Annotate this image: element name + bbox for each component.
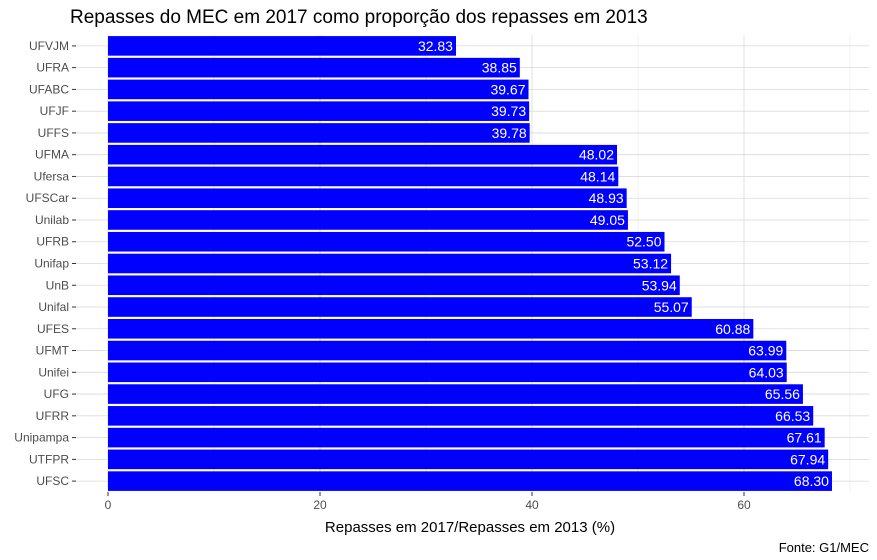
chart-caption: Fonte: G1/MEC <box>779 540 869 555</box>
value-label: 67.94 <box>790 451 825 467</box>
value-label: 39.78 <box>492 125 527 141</box>
value-label: 48.93 <box>589 190 624 206</box>
bar-ufg <box>108 384 803 404</box>
value-label: 49.05 <box>590 212 625 228</box>
category-label: UFFS <box>38 126 69 140</box>
category-label: UFRA <box>36 61 69 75</box>
value-label: 60.88 <box>715 321 750 337</box>
category-labels: UFVJM UFRA UFABC UFJF UFFS UFMA Ufersa UFSCar Un… <box>14 39 76 488</box>
value-label: 67.61 <box>787 430 822 446</box>
category-label: Unilab <box>35 213 69 227</box>
value-label: 68.30 <box>794 473 829 489</box>
x-axis-ticks: 0 20 40 60 <box>105 492 751 512</box>
x-tick-label: 0 <box>105 498 112 512</box>
value-label: 39.73 <box>491 103 526 119</box>
value-label: 32.83 <box>418 38 453 54</box>
bar-ufsc <box>108 471 832 491</box>
bar-utfpr <box>108 449 829 470</box>
value-label: 65.56 <box>765 386 800 402</box>
bar-ufabc <box>108 79 529 100</box>
x-tick-label: 20 <box>313 498 327 512</box>
bars <box>108 36 832 491</box>
value-label: 48.02 <box>579 147 614 163</box>
value-label: 48.14 <box>580 168 615 184</box>
category-label: UFG <box>44 387 69 401</box>
category-label: Unifap <box>34 257 69 271</box>
bar-ufjf <box>108 101 530 121</box>
bar-ufra <box>108 57 520 78</box>
bar-ufes <box>108 318 754 339</box>
value-label: 53.12 <box>633 256 668 272</box>
value-label: 39.67 <box>490 81 525 97</box>
bar-ufma <box>108 144 618 165</box>
category-label: Unifei <box>38 365 69 379</box>
bar-ufvjm <box>108 36 456 56</box>
value-label: 63.99 <box>748 343 783 359</box>
x-tick-label: 60 <box>737 498 751 512</box>
category-label: UFRR <box>36 409 70 423</box>
bar-ufscar <box>108 188 627 209</box>
value-label: 64.03 <box>749 364 784 380</box>
chart-title: Repasses do MEC em 2017 como proporção d… <box>70 7 648 28</box>
category-label: UFSCar <box>26 191 69 205</box>
bar-ufersa <box>108 166 619 187</box>
category-label: UTFPR <box>29 452 69 466</box>
value-label: 66.53 <box>775 408 810 424</box>
category-label: UFVJM <box>29 39 69 53</box>
bar-ufrb <box>108 231 665 252</box>
category-label: UFES <box>37 322 69 336</box>
bar-unipampa <box>108 427 825 448</box>
bar-ufmt <box>108 340 787 361</box>
category-label: Unifal <box>38 300 69 314</box>
bar-uffs <box>108 123 530 143</box>
category-label: UFSC <box>36 474 69 488</box>
category-label: UFMT <box>36 344 70 358</box>
bar-unilab <box>108 210 628 230</box>
category-label: UFRB <box>36 235 69 249</box>
category-label: UFJF <box>40 104 69 118</box>
x-axis-label: Repasses em 2017/Repasses em 2013 (%) <box>325 519 615 536</box>
value-label: 53.94 <box>642 277 677 293</box>
category-label: UFABC <box>29 82 69 96</box>
bar-unifap <box>108 253 672 274</box>
value-labels: 32.83 38.85 39.67 39.73 39.78 48.02 48.14 48.93… <box>418 38 829 489</box>
x-tick-label: 40 <box>525 498 539 512</box>
category-label: Ufersa <box>34 169 70 183</box>
value-label: 55.07 <box>654 299 689 315</box>
category-label: UFMA <box>35 148 69 162</box>
value-label: 52.50 <box>626 234 661 250</box>
category-label: UnB <box>46 278 69 292</box>
bar-unifei <box>108 362 787 383</box>
bar-unb <box>108 275 680 296</box>
value-label: 38.85 <box>482 60 517 76</box>
bar-unifal <box>108 297 692 317</box>
category-label: Unipampa <box>14 431 69 445</box>
bar-ufrr <box>108 406 814 426</box>
